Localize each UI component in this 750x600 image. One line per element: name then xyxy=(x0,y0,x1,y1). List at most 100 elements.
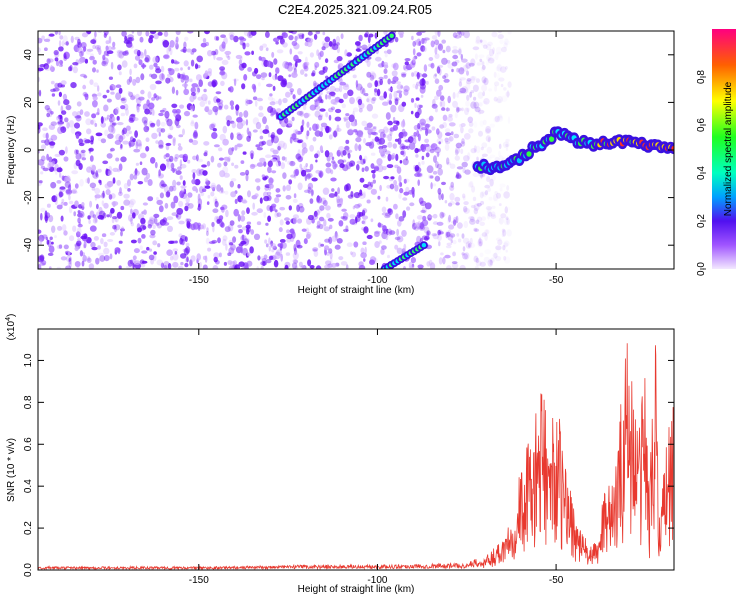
noise-speckle xyxy=(473,227,478,232)
noise-speckle xyxy=(90,39,97,44)
noise-speckle xyxy=(255,121,262,130)
noise-speckle xyxy=(169,40,175,48)
noise-speckle xyxy=(276,155,280,163)
noise-speckle xyxy=(284,117,289,124)
noise-speckle xyxy=(444,200,448,204)
noise-speckle xyxy=(506,90,510,98)
noise-speckle xyxy=(151,132,158,140)
noise-speckle xyxy=(358,261,364,267)
noise-speckle xyxy=(304,169,312,173)
noise-speckle xyxy=(445,107,451,112)
noise-speckle xyxy=(362,184,369,188)
noise-speckle xyxy=(165,191,171,198)
noise-speckle xyxy=(323,226,331,232)
noise-speckle xyxy=(45,236,48,241)
noise-speckle xyxy=(431,126,436,131)
noise-speckle xyxy=(133,49,140,55)
noise-speckle xyxy=(104,117,109,121)
noise-speckle xyxy=(490,211,496,217)
noise-speckle xyxy=(486,156,492,161)
noise-speckle xyxy=(264,239,268,244)
noise-speckle xyxy=(210,155,215,163)
noise-speckle xyxy=(246,135,251,142)
noise-speckle xyxy=(154,161,158,169)
noise-speckle xyxy=(441,39,447,44)
noise-speckle xyxy=(504,38,509,45)
noise-speckle xyxy=(315,31,321,35)
noise-speckle xyxy=(117,168,121,173)
noise-speckle xyxy=(111,46,116,50)
noise-speckle xyxy=(370,72,377,80)
noise-speckle xyxy=(85,178,89,184)
noise-speckle xyxy=(432,183,437,187)
noise-speckle xyxy=(297,51,303,55)
noise-speckle xyxy=(155,55,160,63)
noise-speckle xyxy=(277,75,284,82)
noise-speckle xyxy=(410,257,416,264)
noise-speckle xyxy=(149,31,157,34)
noise-speckle xyxy=(219,170,226,178)
noise-speckle xyxy=(469,75,477,81)
noise-speckle xyxy=(336,149,341,157)
noise-speckle xyxy=(106,153,113,159)
noise-speckle xyxy=(234,144,238,151)
noise-speckle xyxy=(356,134,364,139)
noise-speckle xyxy=(58,149,65,156)
noise-speckle xyxy=(184,205,189,212)
noise-speckle xyxy=(145,146,150,152)
noise-speckle xyxy=(507,229,512,236)
noise-speckle xyxy=(502,245,506,251)
noise-speckle xyxy=(326,212,331,219)
noise-speckle xyxy=(363,158,366,164)
noise-speckle xyxy=(458,67,465,75)
noise-speckle xyxy=(199,100,206,107)
noise-speckle xyxy=(306,173,313,178)
noise-speckle xyxy=(471,185,476,193)
noise-speckle xyxy=(330,177,337,182)
noise-speckle xyxy=(115,92,122,100)
noise-speckle xyxy=(58,91,63,97)
noise-speckle xyxy=(484,233,488,241)
noise-speckle xyxy=(451,61,458,67)
noise-speckle xyxy=(275,41,279,45)
noise-speckle xyxy=(268,255,274,260)
noise-speckle xyxy=(197,222,201,227)
noise-speckle xyxy=(318,242,322,249)
noise-speckle xyxy=(448,202,453,207)
noise-speckle xyxy=(85,49,91,55)
noise-speckle xyxy=(267,166,272,174)
noise-speckle xyxy=(309,198,314,204)
noise-speckle xyxy=(69,235,75,242)
noise-speckle xyxy=(311,189,315,196)
noise-speckle xyxy=(478,102,483,107)
noise-speckle xyxy=(300,125,304,133)
noise-speckle xyxy=(455,146,460,154)
noise-speckle xyxy=(364,93,369,97)
noise-speckle xyxy=(444,137,449,143)
noise-speckle xyxy=(89,79,94,85)
noise-speckle xyxy=(128,37,135,42)
noise-speckle xyxy=(166,216,174,221)
noise-speckle xyxy=(482,79,487,84)
noise-speckle xyxy=(318,70,325,75)
noise-speckle xyxy=(163,185,169,193)
noise-speckle xyxy=(140,64,147,68)
noise-speckle xyxy=(210,191,215,197)
noise-speckle xyxy=(353,192,361,199)
noise-speckle xyxy=(445,231,449,239)
noise-speckle xyxy=(395,213,399,220)
noise-speckle xyxy=(151,97,156,101)
noise-speckle xyxy=(211,221,215,228)
noise-speckle xyxy=(81,252,86,257)
noise-speckle xyxy=(369,74,375,81)
noise-speckle xyxy=(473,207,478,215)
noise-speckle xyxy=(245,169,250,176)
noise-speckle xyxy=(190,59,195,67)
noise-speckle xyxy=(359,154,363,161)
noise-speckle xyxy=(55,193,59,202)
noise-speckle xyxy=(379,184,382,192)
noise-speckle xyxy=(147,91,152,99)
noise-speckle xyxy=(343,92,348,100)
noise-speckle xyxy=(442,122,447,129)
